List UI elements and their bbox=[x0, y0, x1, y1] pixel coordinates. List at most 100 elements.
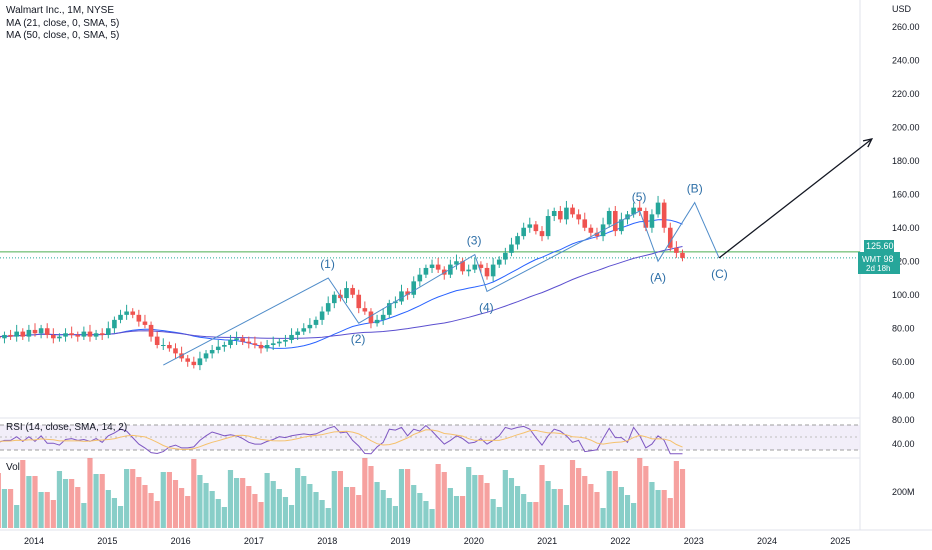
volume-bar bbox=[191, 459, 197, 528]
price-axis-tick: 140.00 bbox=[892, 223, 920, 233]
candle-body bbox=[319, 311, 325, 320]
elliott-wave-labels: (1) (2) (3) (4) (5) (A) (B) (C) bbox=[320, 182, 728, 347]
price-axis-tick: 100.00 bbox=[892, 290, 920, 300]
candle-body bbox=[14, 331, 19, 337]
volume-bar bbox=[386, 498, 392, 528]
candle-body bbox=[2, 334, 7, 339]
time-axis-ticks[interactable]: 2014 2015 2016 2017 2018 2019 2020 2021 2022 2023… bbox=[24, 536, 850, 546]
candle-body bbox=[252, 343, 258, 345]
time-axis-tick: 2019 bbox=[391, 536, 411, 546]
projection-arrowhead bbox=[862, 138, 874, 148]
volume-bar bbox=[362, 458, 368, 528]
volume-bar bbox=[368, 466, 374, 528]
wave-label: (5) bbox=[632, 190, 647, 204]
candle-body bbox=[63, 333, 68, 337]
candle-body bbox=[674, 247, 679, 253]
volume-bar bbox=[62, 479, 69, 528]
volume-bar bbox=[594, 492, 600, 528]
time-axis-tick: 2025 bbox=[830, 536, 850, 546]
candle-body bbox=[124, 311, 129, 315]
legend-vol: Vol bbox=[6, 462, 20, 473]
volume-bar bbox=[172, 480, 179, 528]
volume-bar bbox=[661, 490, 667, 528]
candle-body bbox=[191, 361, 197, 366]
candle-body bbox=[435, 264, 441, 270]
candle-body bbox=[570, 207, 575, 215]
volume-bar bbox=[466, 467, 472, 528]
candle-body bbox=[521, 227, 526, 237]
volume-bar bbox=[478, 475, 484, 528]
volume-bar bbox=[624, 495, 631, 528]
volume-bar bbox=[398, 469, 405, 528]
volume-bar bbox=[246, 486, 252, 528]
projection-arrow bbox=[718, 138, 874, 259]
volume-bar bbox=[240, 478, 246, 528]
wave-label: (1) bbox=[320, 257, 335, 271]
volume-bar bbox=[649, 482, 655, 528]
resistance-line-group bbox=[0, 251, 860, 259]
volume-bar bbox=[325, 508, 331, 528]
candle-body bbox=[637, 207, 643, 211]
volume-bar bbox=[209, 491, 215, 528]
time-axis-tick: 2021 bbox=[537, 536, 557, 546]
volume-bar bbox=[521, 494, 527, 528]
volume-bar bbox=[453, 496, 460, 528]
candle-body bbox=[106, 328, 111, 335]
volume-bar bbox=[618, 487, 624, 528]
candle-body bbox=[325, 303, 331, 312]
volume-bar bbox=[582, 476, 588, 528]
candle-body bbox=[240, 338, 245, 342]
volume-bar bbox=[356, 495, 362, 528]
volume-bar bbox=[679, 469, 686, 528]
candle-body bbox=[32, 329, 38, 334]
price-axis-tick: 220.00 bbox=[892, 89, 920, 99]
candle-body bbox=[558, 211, 563, 220]
time-axis-tick: 2016 bbox=[171, 536, 191, 546]
volume-bar bbox=[288, 505, 295, 528]
price-axis-tick: 160.00 bbox=[892, 189, 920, 199]
volume-bar bbox=[569, 460, 576, 528]
volume-bar bbox=[69, 479, 75, 528]
volume-bar bbox=[631, 503, 637, 528]
candle-body bbox=[484, 267, 490, 277]
projection-line bbox=[718, 138, 873, 259]
candle-body bbox=[112, 319, 117, 329]
candle-body bbox=[564, 207, 569, 220]
volume-bar bbox=[484, 483, 490, 528]
volume-bar bbox=[496, 507, 502, 528]
time-axis-tick: 2017 bbox=[244, 536, 264, 546]
volume-bar bbox=[612, 471, 618, 528]
candle-body bbox=[655, 202, 661, 215]
candle-body bbox=[539, 231, 545, 237]
volume-bar bbox=[20, 460, 26, 528]
price-axis-ticks[interactable]: 260.00 240.00 220.00 200.00 180.00 160.00 140.… bbox=[892, 22, 920, 401]
candle-body bbox=[386, 303, 392, 315]
legend-ma50: MA (50, close, 0, SMA, 5) bbox=[6, 30, 119, 41]
volume-bar bbox=[392, 506, 398, 528]
volume-bar bbox=[203, 483, 209, 528]
candle-body bbox=[496, 259, 502, 265]
candle-body bbox=[0, 336, 1, 339]
price-axis-tick: 120.00 bbox=[892, 256, 920, 266]
candle-body bbox=[344, 288, 349, 299]
candle-body bbox=[533, 224, 539, 232]
volume-bar bbox=[130, 469, 136, 528]
rsi-ma-line bbox=[0, 429, 683, 450]
volume-bar bbox=[508, 478, 515, 528]
volume-bar bbox=[472, 475, 478, 528]
time-axis-tick: 2018 bbox=[317, 536, 337, 546]
volume-bar bbox=[502, 470, 508, 528]
candle-body bbox=[8, 334, 13, 337]
volume-bar bbox=[337, 471, 344, 528]
volume-bar bbox=[557, 489, 563, 528]
volume-bar bbox=[551, 489, 557, 528]
volume-bar bbox=[136, 477, 142, 528]
wave-label: (A) bbox=[650, 270, 666, 284]
volume-bar bbox=[423, 501, 429, 528]
volume-bar bbox=[441, 472, 447, 528]
price-axis-tick: 80.00 bbox=[892, 323, 915, 333]
candle-body bbox=[264, 345, 270, 349]
candle-body bbox=[509, 244, 514, 253]
candle-body bbox=[527, 224, 533, 228]
